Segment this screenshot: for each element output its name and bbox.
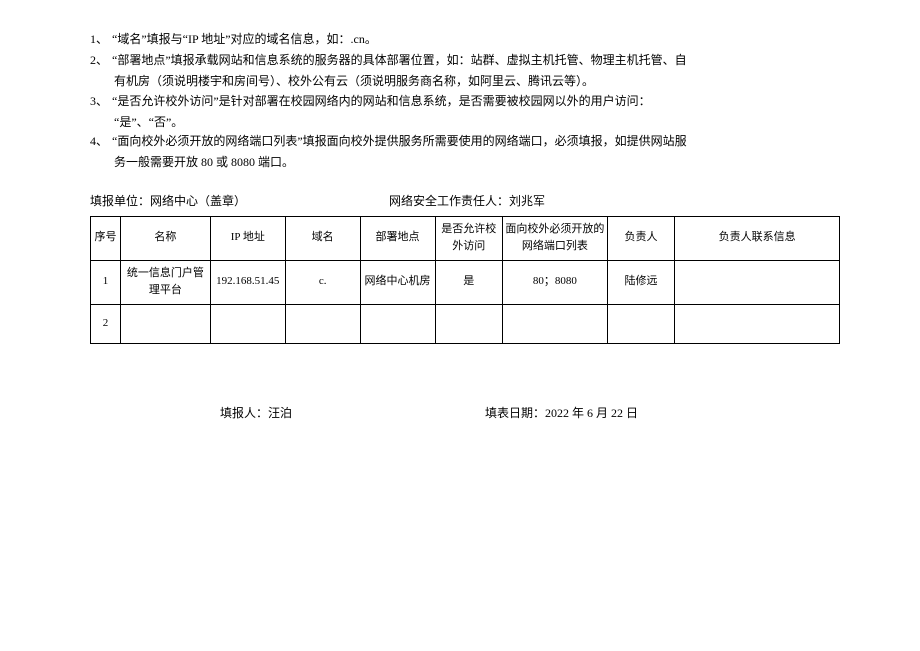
table-cell: 统一信息门户管理平台 [120, 260, 210, 304]
table-cell: 陆修远 [607, 260, 674, 304]
table-cell [360, 304, 435, 343]
table-cell: 是 [435, 260, 502, 304]
note-line: 1、“域名”填报与“IP 地址”对应的域名信息，如：.cn。 [90, 30, 840, 49]
table-cell: 2 [91, 304, 121, 343]
table-body: 1统一信息门户管理平台192.168.51.45c.网络中心机房是80；8080… [91, 260, 840, 343]
table-header-row: 序号 名称 IP 地址 域名 部署地点 是否允许校外访问 面向校外必须开放的网络… [91, 216, 840, 260]
note-continuation: “是”、“否”。 [90, 113, 840, 132]
table-cell: 80；8080 [502, 260, 607, 304]
table-cell [607, 304, 674, 343]
filler-label: 填报人：汪泊 [220, 404, 292, 423]
table-cell [285, 304, 360, 343]
note-number: 1、 [90, 30, 108, 49]
note-text: “部署地点”填报承载网站和信息系统的服务器的具体部署位置，如：站群、虚拟主机托管… [112, 51, 840, 70]
table-cell [210, 304, 285, 343]
col-seq: 序号 [91, 216, 121, 260]
table-cell [120, 304, 210, 343]
note-line: 3、“是否允许校外访问”是针对部署在校园网络内的网站和信息系统，是否需要被校园网… [90, 92, 840, 111]
table-cell: 1 [91, 260, 121, 304]
security-label: 网络安全工作责任人：刘兆军 [389, 192, 545, 211]
table-cell [675, 304, 840, 343]
note-number: 4、 [90, 132, 108, 151]
col-domain: 域名 [285, 216, 360, 260]
col-location: 部署地点 [360, 216, 435, 260]
table-cell [675, 260, 840, 304]
footer: 填报人：汪泊 填表日期：2022 年 6 月 22 日 [90, 404, 840, 423]
col-ports: 面向校外必须开放的网络端口列表 [502, 216, 607, 260]
table-cell [502, 304, 607, 343]
note-line: 4、“面向校外必须开放的网络端口列表”填报面向校外提供服务所需要使用的网络端口，… [90, 132, 840, 151]
note-text: “面向校外必须开放的网络端口列表”填报面向校外提供服务所需要使用的网络端口，必须… [112, 132, 840, 151]
note-number: 3、 [90, 92, 108, 111]
note-continuation: 务一般需要开放 80 或 8080 端口。 [90, 153, 840, 172]
col-external: 是否允许校外访问 [435, 216, 502, 260]
note-line: 2、“部署地点”填报承载网站和信息系统的服务器的具体部署位置，如：站群、虚拟主机… [90, 51, 840, 70]
note-text: “域名”填报与“IP 地址”对应的域名信息，如：.cn。 [112, 30, 840, 49]
col-contact: 负责人联系信息 [675, 216, 840, 260]
table-head: 序号 名称 IP 地址 域名 部署地点 是否允许校外访问 面向校外必须开放的网络… [91, 216, 840, 260]
col-name: 名称 [120, 216, 210, 260]
fill-date-label: 填表日期：2022 年 6 月 22 日 [485, 404, 638, 423]
col-responsible: 负责人 [607, 216, 674, 260]
note-number: 2、 [90, 51, 108, 70]
table-cell: 网络中心机房 [360, 260, 435, 304]
table-row: 2 [91, 304, 840, 343]
data-table: 序号 名称 IP 地址 域名 部署地点 是否允许校外访问 面向校外必须开放的网络… [90, 216, 840, 344]
unit-label: 填报单位：网络中心（盖章） [90, 192, 246, 211]
table-cell: 192.168.51.45 [210, 260, 285, 304]
col-ip: IP 地址 [210, 216, 285, 260]
table-cell [435, 304, 502, 343]
note-text: “是否允许校外访问”是针对部署在校园网络内的网站和信息系统，是否需要被校园网以外… [112, 92, 840, 111]
note-continuation: 有机房（须说明楼宇和房间号）、校外公有云（须说明服务商名称，如阿里云、腾讯云等）… [90, 72, 840, 91]
notes-list: 1、“域名”填报与“IP 地址”对应的域名信息，如：.cn。2、“部署地点”填报… [90, 30, 840, 172]
table-cell: c. [285, 260, 360, 304]
table-row: 1统一信息门户管理平台192.168.51.45c.网络中心机房是80；8080… [91, 260, 840, 304]
header-line: 填报单位：网络中心（盖章） 网络安全工作责任人：刘兆军 [90, 192, 840, 211]
